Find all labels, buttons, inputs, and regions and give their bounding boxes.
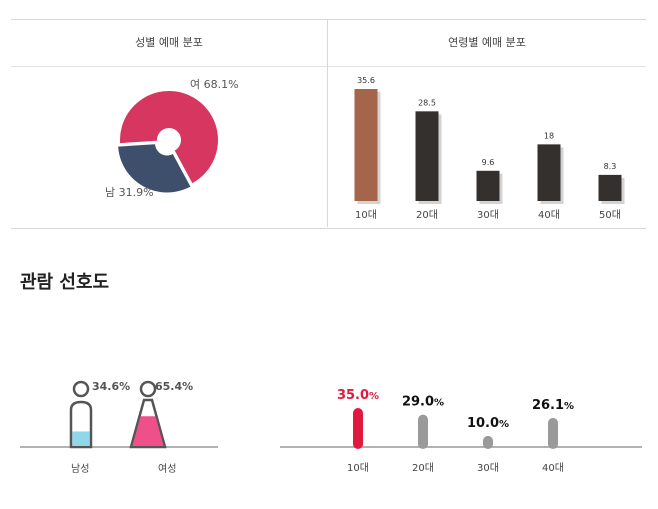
age-pref-value: 10.0% (467, 416, 509, 431)
age-bar-category: 40대 (538, 209, 560, 221)
booking-distribution-panel (11, 19, 646, 229)
age-bar-value: 8.3 (604, 162, 617, 171)
age-pref-category: 10대 (347, 462, 369, 474)
preference-section-title: 관람 선호도 (20, 272, 110, 293)
age-bar (354, 89, 378, 201)
age-preference-chart: 35.0% 10대 29.0% 20대 10.0% 30대 26.1% 40대 (280, 388, 642, 474)
age-pref-category: 20대 (412, 462, 434, 474)
age-bar-value: 18 (544, 131, 554, 140)
age-bar-category: 20대 (416, 209, 438, 221)
age-pref-bar (353, 408, 363, 449)
female-label: 여성 (158, 463, 176, 475)
female-percent: 65.4% (155, 380, 193, 393)
age-bar-value: 9.6 (482, 158, 495, 167)
age-pref-bar (418, 414, 428, 449)
age-bar-value: 35.6 (357, 76, 375, 85)
panel-divider (327, 19, 328, 227)
pie-slice-male (118, 144, 191, 193)
header-divider-left (11, 66, 327, 67)
age-pref-bar (548, 417, 558, 449)
female-head-icon (139, 380, 157, 398)
male-fill (72, 431, 90, 446)
age-bar-value: 28.5 (418, 98, 436, 107)
age-pref-value: 35.0% (337, 388, 379, 403)
age-pref-value: 26.1% (532, 398, 574, 413)
header-divider-right (328, 66, 646, 67)
pie-label-male: 남 31.9% (105, 186, 154, 199)
pie-slice-female (120, 91, 218, 184)
pie-label-female: 여 68.1% (190, 78, 239, 91)
gender-preference-chart: 34.6% 남성 65.4% 여성 (20, 380, 218, 475)
age-pref-category: 40대 (542, 462, 564, 474)
gender-pie-chart: 여 68.1% 남 31.9% (105, 78, 239, 199)
age-bar-category: 30대 (477, 209, 499, 221)
male-label: 남성 (71, 463, 89, 475)
age-bar-category: 10대 (355, 209, 377, 221)
age-pref-bar (483, 435, 493, 449)
age-pref-category: 30대 (477, 462, 499, 474)
age-bar (537, 144, 561, 201)
age-bar-chart: 35.6 10대 28.5 20대 9.6 30대 18 40대 8.3 50대 (354, 76, 625, 221)
male-head-icon (72, 380, 90, 398)
age-bar (415, 111, 439, 201)
age-booking-title: 연령별 예매 분포 (448, 36, 526, 49)
age-bar-category: 50대 (599, 209, 621, 221)
age-bar (598, 174, 622, 201)
age-pref-value: 29.0% (402, 395, 444, 410)
gender-booking-title: 성별 예매 분포 (135, 36, 203, 49)
male-percent: 34.6% (92, 380, 130, 393)
female-fill (132, 416, 164, 446)
age-bar (476, 170, 500, 201)
